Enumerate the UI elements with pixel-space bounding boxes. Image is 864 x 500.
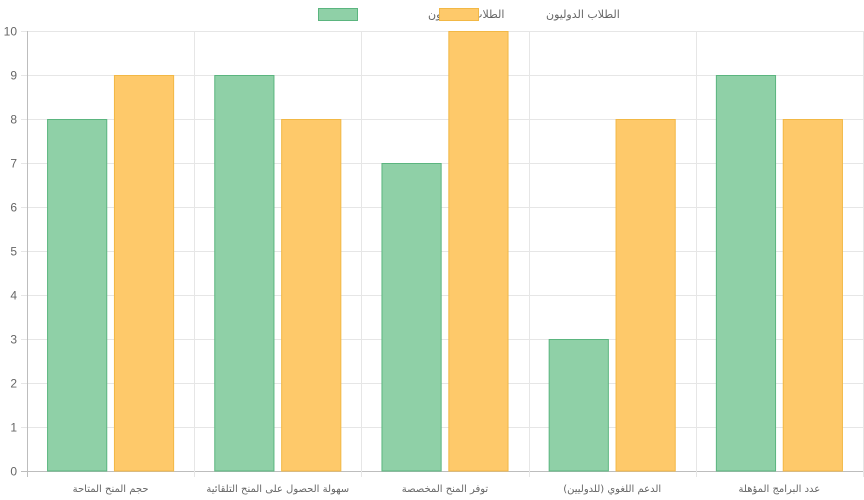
y-tick-label: 6 bbox=[10, 201, 17, 215]
bar-international bbox=[615, 119, 676, 472]
y-tick-label: 3 bbox=[10, 333, 17, 347]
bar-international bbox=[448, 31, 509, 472]
x-tick-label: حجم المنح المتاحة bbox=[73, 484, 149, 495]
y-tick-label: 4 bbox=[10, 289, 17, 303]
bars bbox=[47, 31, 843, 472]
y-tick-label: 0 bbox=[10, 465, 17, 479]
y-tick-label: 9 bbox=[10, 69, 17, 83]
legend: الطلاب المحليونالطلاب الدوليون bbox=[318, 8, 620, 21]
x-tick-label: الدعم اللغوي (للدوليين) bbox=[563, 484, 661, 495]
x-tick-label: عدد البرامج المؤهلة bbox=[739, 484, 821, 495]
y-axis: 0 1 2 3 4 5 6 7 8 9 10 bbox=[4, 25, 18, 479]
legend-swatch bbox=[439, 8, 479, 21]
x-tick-label: سهولة الحصول على المنح التلقائية bbox=[206, 484, 349, 495]
y-tick-label: 8 bbox=[10, 113, 17, 127]
bar-local bbox=[548, 339, 609, 472]
y-tick-label: 2 bbox=[10, 377, 17, 391]
y-tick-label: 10 bbox=[4, 25, 18, 39]
bar-local bbox=[214, 75, 275, 472]
legend-label: الطلاب الدوليون bbox=[546, 8, 620, 21]
bar-international bbox=[782, 119, 843, 472]
x-tick-label: توفر المنح المخصصة bbox=[402, 484, 489, 495]
bar-local bbox=[381, 163, 442, 472]
bar-international bbox=[113, 75, 175, 472]
y-tick-label: 7 bbox=[10, 157, 17, 171]
y-tick-label: 5 bbox=[10, 245, 17, 259]
y-tick-label: 1 bbox=[10, 421, 17, 435]
bar-local bbox=[47, 119, 108, 472]
x-axis: حجم المنح المتاحة سهولة الحصول على المنح … bbox=[73, 484, 821, 495]
legend-swatch bbox=[318, 8, 358, 21]
bar-international bbox=[281, 119, 342, 472]
bar-local bbox=[715, 75, 777, 472]
